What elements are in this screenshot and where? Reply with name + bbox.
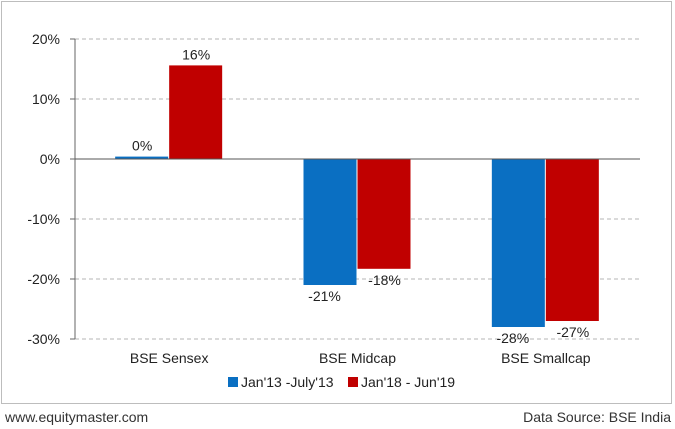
legend-label: Jan'18 - Jun'19 (361, 374, 455, 390)
y-tick-label: 10% (32, 91, 60, 107)
bar (169, 65, 223, 159)
data-label: 16% (182, 46, 210, 62)
legend-label: Jan'13 -July'13 (241, 374, 334, 390)
bar (303, 159, 357, 285)
data-label: -21% (308, 288, 341, 304)
data-label: -27% (556, 324, 589, 340)
x-tick-label: BSE Sensex (130, 350, 209, 366)
y-tick-label: -30% (27, 331, 60, 347)
bar (115, 156, 169, 159)
y-tick-label: 0% (40, 151, 60, 167)
bar (545, 159, 599, 321)
data-label: -18% (368, 272, 401, 288)
bar (491, 159, 545, 327)
bar-chart: 20% 10% 0% -10% -20% -30% 0% 16% BSE Sensex -21% -… (27, 31, 640, 390)
chart-frame (1, 1, 672, 404)
data-source-note: Data Source: BSE India (523, 409, 671, 425)
x-tick-label: BSE Midcap (319, 350, 396, 366)
data-label: 0% (132, 138, 152, 154)
legend-swatch (228, 377, 238, 387)
bar (357, 159, 411, 269)
x-tick-label: BSE Smallcap (501, 350, 591, 366)
y-tick-label: 20% (32, 31, 60, 47)
source-website: www.equitymaster.com (5, 409, 149, 425)
data-label: -28% (496, 330, 529, 346)
legend-swatch (348, 377, 358, 387)
y-tick-label: -20% (27, 271, 60, 287)
y-tick-label: -10% (27, 211, 60, 227)
